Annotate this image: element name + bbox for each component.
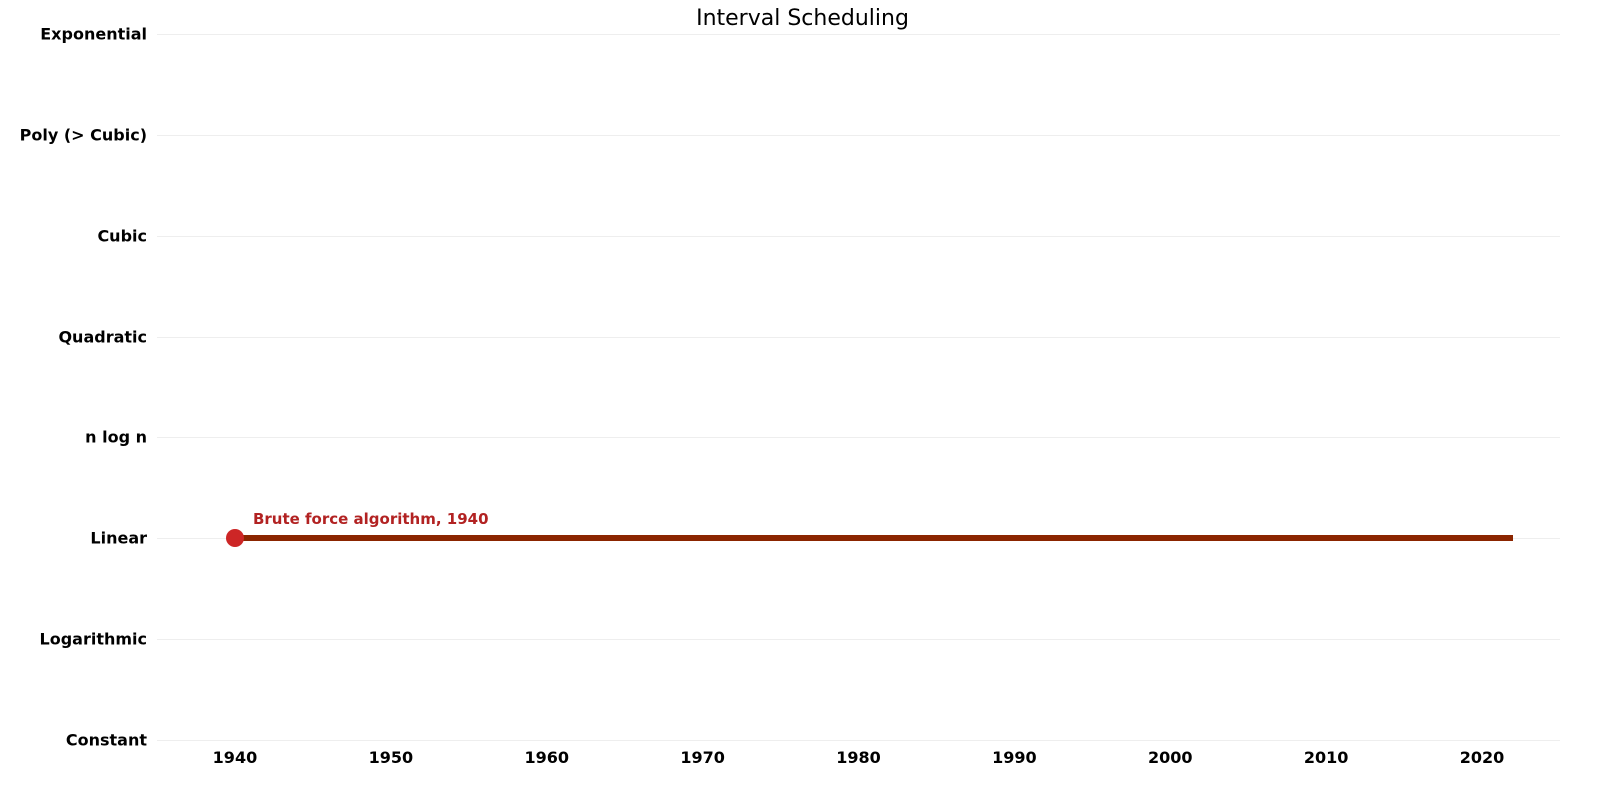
y-tick-label: Constant [66, 731, 147, 750]
x-tick-label: 2020 [1460, 748, 1505, 767]
gridline [157, 135, 1560, 136]
x-tick-label: 1960 [524, 748, 569, 767]
interval-scheduling-chart: Interval Scheduling Constant Logarithmic L… [0, 0, 1605, 795]
chart-title: Interval Scheduling [0, 6, 1605, 31]
x-tick-label: 1990 [992, 748, 1037, 767]
y-tick-label: Linear [90, 529, 147, 548]
gridline [157, 437, 1560, 438]
y-tick-label: Poly (> Cubic) [20, 125, 147, 144]
gridline [157, 34, 1560, 35]
y-tick-label: Exponential [40, 25, 147, 44]
y-tick-label: Logarithmic [40, 630, 148, 649]
x-tick-label: 1950 [369, 748, 414, 767]
gridline [157, 337, 1560, 338]
y-tick-label: Quadratic [58, 327, 147, 346]
gridline [157, 639, 1560, 640]
series-marker [226, 529, 244, 547]
gridline [157, 740, 1560, 741]
x-tick-label: 2010 [1304, 748, 1349, 767]
x-tick-label: 2000 [1148, 748, 1193, 767]
y-tick-label: n log n [85, 428, 147, 447]
gridline [157, 236, 1560, 237]
x-tick-label: 1970 [680, 748, 725, 767]
series-label: Brute force algorithm, 1940 [253, 510, 489, 528]
series-line [235, 535, 1513, 541]
x-tick-label: 1940 [213, 748, 258, 767]
x-tick-label: 1980 [836, 748, 881, 767]
y-tick-label: Cubic [97, 226, 147, 245]
